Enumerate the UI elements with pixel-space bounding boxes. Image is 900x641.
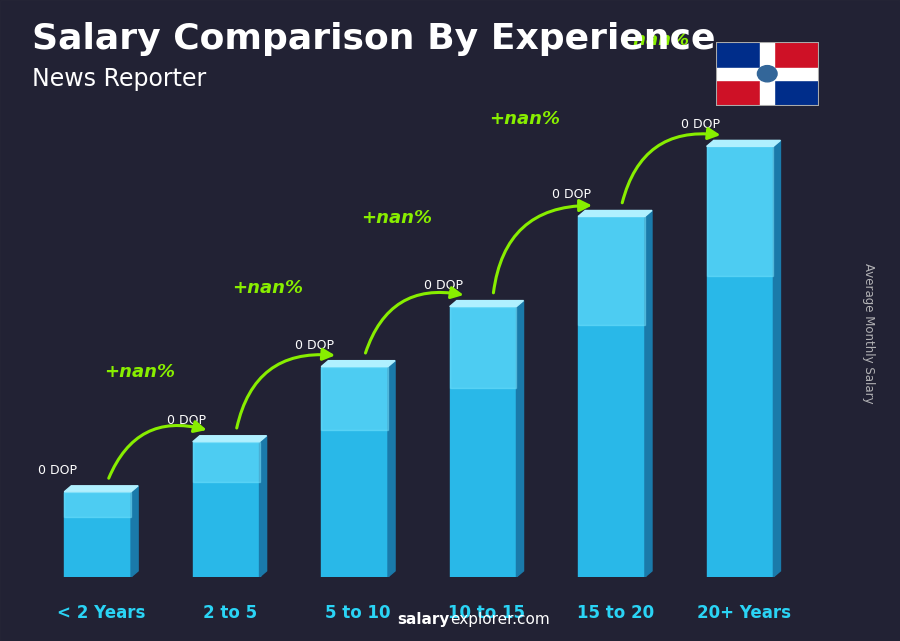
- Bar: [193, 442, 259, 482]
- Text: +nan%: +nan%: [232, 279, 303, 297]
- Text: < 2 Years: < 2 Years: [57, 604, 146, 622]
- Polygon shape: [517, 301, 524, 577]
- Polygon shape: [450, 301, 524, 306]
- Text: 0 DOP: 0 DOP: [424, 279, 463, 292]
- Bar: [716, 42, 767, 74]
- Text: +nan%: +nan%: [104, 363, 175, 381]
- Text: Average Monthly Salary: Average Monthly Salary: [862, 263, 875, 404]
- Text: 0 DOP: 0 DOP: [166, 413, 206, 427]
- Text: Salary Comparison By Experience: Salary Comparison By Experience: [32, 22, 715, 56]
- Bar: [767, 42, 819, 74]
- Polygon shape: [706, 140, 780, 146]
- Polygon shape: [578, 210, 652, 217]
- Text: 10 to 15: 10 to 15: [448, 604, 525, 622]
- Bar: [767, 74, 819, 106]
- Bar: [578, 217, 645, 324]
- Bar: [450, 306, 517, 388]
- Bar: [321, 367, 388, 577]
- Polygon shape: [388, 361, 395, 577]
- Text: 0 DOP: 0 DOP: [39, 464, 77, 477]
- Bar: [706, 146, 773, 276]
- Text: News Reporter: News Reporter: [32, 67, 206, 91]
- Polygon shape: [645, 210, 652, 577]
- Polygon shape: [773, 140, 780, 577]
- Text: explorer.com: explorer.com: [450, 612, 550, 627]
- Text: 5 to 10: 5 to 10: [326, 604, 391, 622]
- Polygon shape: [64, 486, 138, 492]
- Bar: [706, 146, 773, 577]
- Polygon shape: [193, 436, 266, 442]
- Bar: [321, 367, 388, 429]
- Bar: [450, 306, 517, 577]
- Bar: [64, 492, 131, 517]
- Text: 0 DOP: 0 DOP: [553, 188, 591, 201]
- Text: 2 to 5: 2 to 5: [202, 604, 256, 622]
- Text: 0 DOP: 0 DOP: [680, 119, 720, 131]
- Circle shape: [758, 65, 777, 82]
- Polygon shape: [131, 486, 138, 577]
- Text: 0 DOP: 0 DOP: [295, 338, 334, 352]
- Bar: [716, 74, 767, 106]
- Text: +nan%: +nan%: [361, 210, 432, 228]
- Text: salary: salary: [398, 612, 450, 627]
- Bar: [64, 492, 131, 577]
- Text: +nan%: +nan%: [617, 31, 688, 49]
- Polygon shape: [259, 436, 266, 577]
- Bar: [578, 217, 645, 577]
- Bar: [716, 68, 819, 79]
- Bar: [760, 42, 775, 106]
- Text: 20+ Years: 20+ Years: [697, 604, 790, 622]
- Polygon shape: [321, 361, 395, 367]
- Text: 15 to 20: 15 to 20: [577, 604, 653, 622]
- Bar: [193, 442, 259, 577]
- Text: +nan%: +nan%: [490, 110, 560, 128]
